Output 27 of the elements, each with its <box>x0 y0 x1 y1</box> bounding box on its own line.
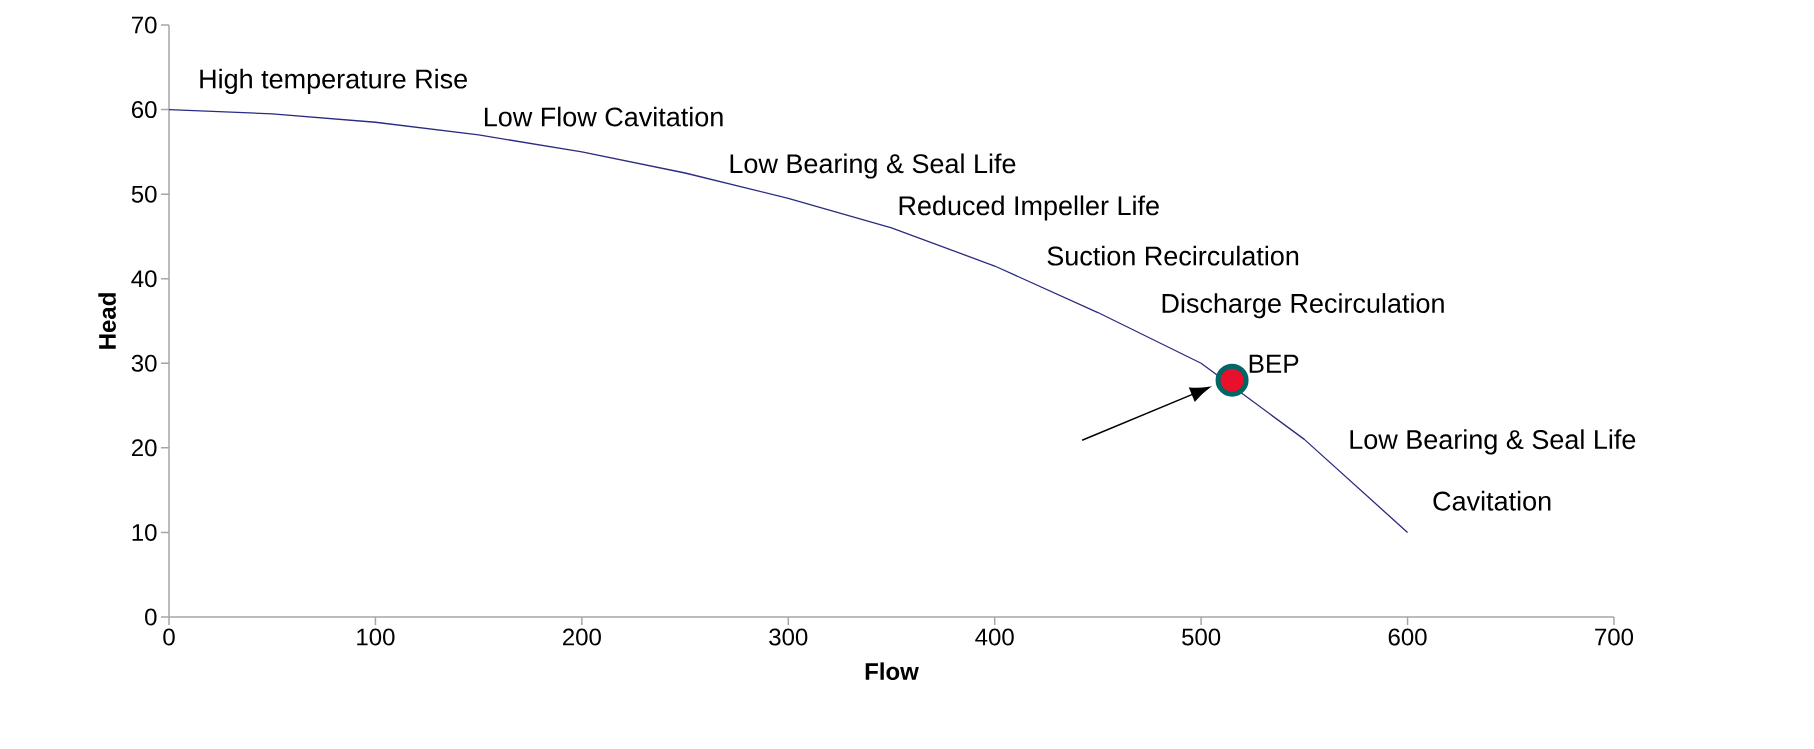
y-tick-label: 0 <box>145 608 157 626</box>
legend-label: BEP <box>1249 354 1299 373</box>
x-tick-label: 700 <box>1595 628 1634 646</box>
annotation: Low Bearing & Seal Life <box>730 153 1016 179</box>
annotation: Cavitation <box>1433 490 1551 511</box>
annotation: Suction Recirculation <box>1047 245 1299 266</box>
x-tick-label: 500 <box>1182 628 1221 646</box>
annotation: High temperature Rise <box>200 68 467 94</box>
x-tick-label: 100 <box>357 628 395 646</box>
x-tick-label: 600 <box>1388 628 1427 646</box>
y-tick-label: 50 <box>131 185 157 203</box>
y-tick-label: 30 <box>131 354 157 372</box>
y-tick-label: 20 <box>132 439 157 457</box>
y-tick-label: 70 <box>132 16 157 34</box>
annotation: Low Bearing & Seal Life <box>1350 429 1636 455</box>
x-tick-label: 400 <box>975 628 1014 646</box>
x-tick-label: 0 <box>163 628 175 646</box>
x-tick-label: 200 <box>563 628 601 646</box>
x-tick-label: 300 <box>769 628 808 646</box>
y-tick-label: 60 <box>132 101 157 119</box>
y-tick-label: 10 <box>132 523 157 541</box>
y-tick-label: 40 <box>131 270 157 288</box>
x-axis-title: Flow <box>865 662 919 680</box>
annotation: Discharge Recirculation <box>1162 293 1444 319</box>
annotation: Reduced Impeller Life <box>899 195 1159 221</box>
annotation: Low Flow Cavitation <box>484 106 723 127</box>
y-axis-title: Head <box>98 293 116 349</box>
